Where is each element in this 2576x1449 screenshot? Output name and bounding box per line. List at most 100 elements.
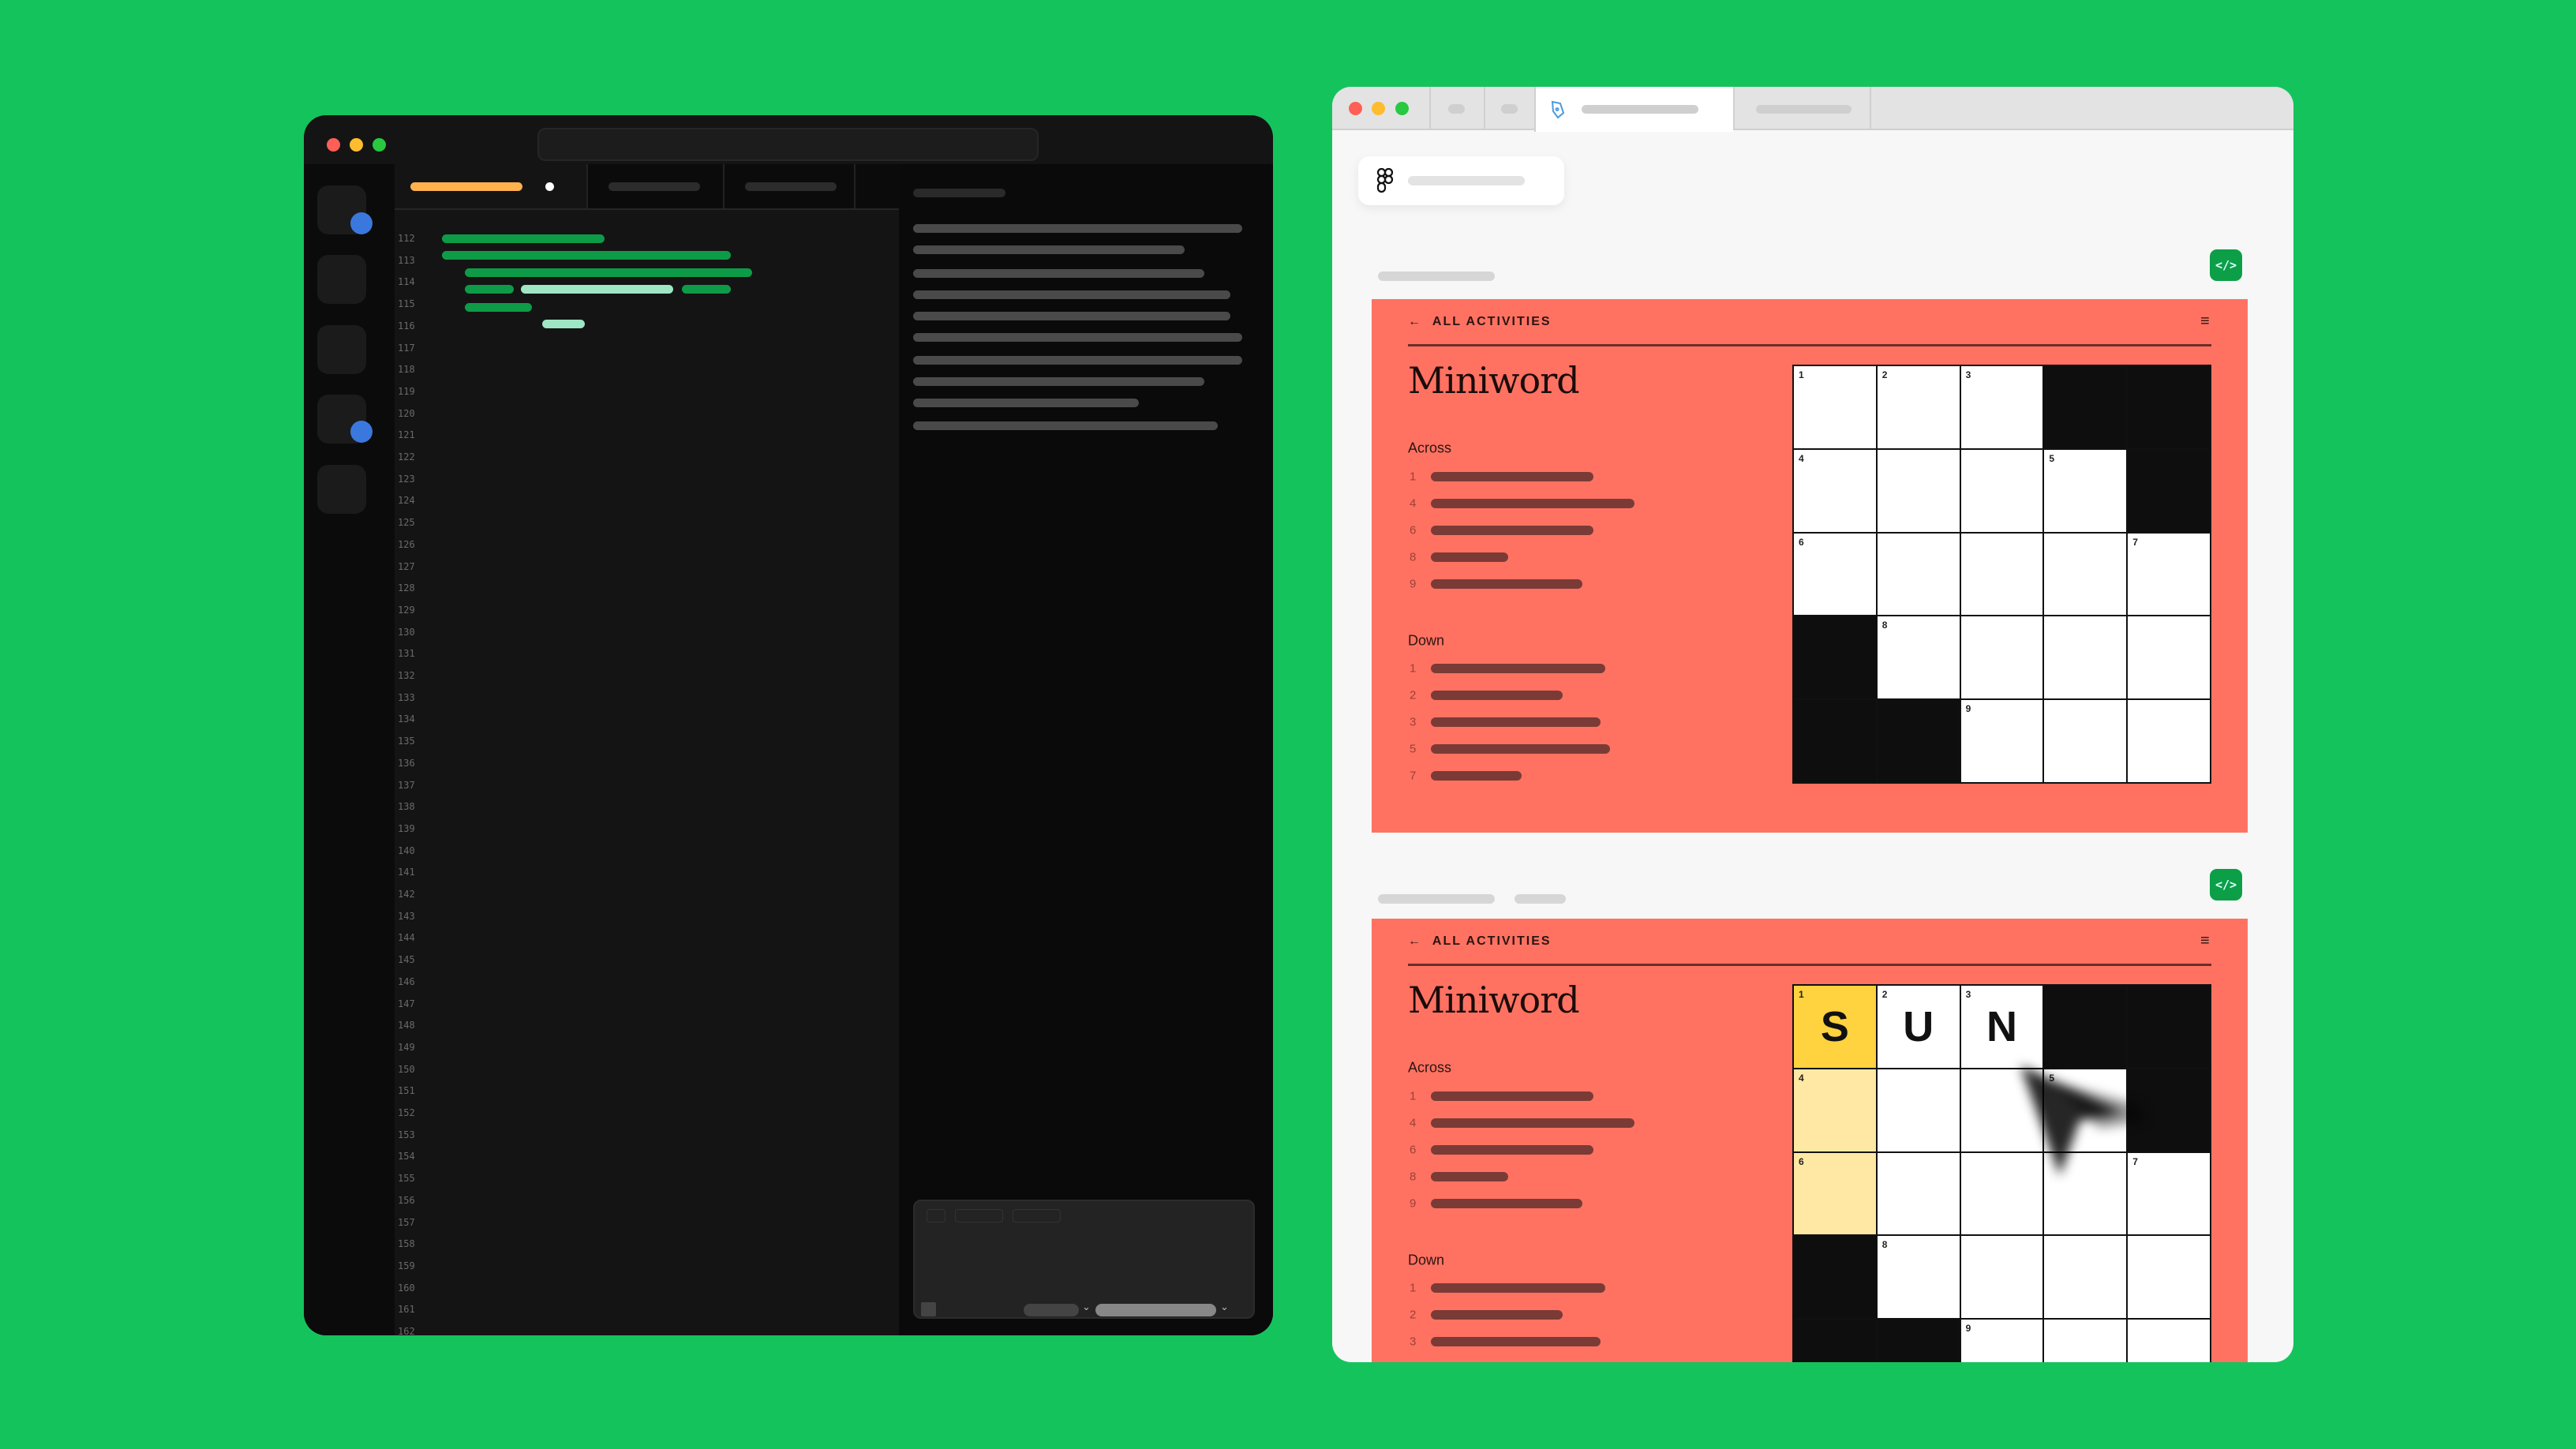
crossword-cell[interactable] xyxy=(1960,1152,2043,1235)
cell-letter: N xyxy=(1986,1002,2017,1050)
crossword-cell[interactable]: 9 xyxy=(1960,1320,2043,1362)
context-chip[interactable] xyxy=(927,1209,945,1222)
crossword-cell[interactable] xyxy=(1960,449,2043,532)
code-token-highlighted xyxy=(542,320,585,328)
crossword-cell[interactable]: 8 xyxy=(1877,616,1960,699)
crossword-cell[interactable] xyxy=(1877,1152,1960,1235)
figma-logo-icon xyxy=(1376,167,1394,193)
chevron-down-icon: ⌄ xyxy=(1082,1301,1091,1312)
clue-text xyxy=(1431,664,1605,673)
crossword-cell[interactable]: 6 xyxy=(1794,1152,1876,1235)
context-chip[interactable] xyxy=(955,1209,1003,1222)
cell-number: 5 xyxy=(2049,1072,2055,1084)
clue-text xyxy=(1431,771,1522,781)
mode-select[interactable] xyxy=(1024,1304,1079,1316)
line-number: 160 xyxy=(398,1282,415,1294)
crossword-cell[interactable]: 4 xyxy=(1794,1069,1876,1151)
crossword-cell[interactable]: 6 xyxy=(1794,533,1876,616)
crossword-cell[interactable]: 7 xyxy=(2128,533,2210,616)
cell-number: 6 xyxy=(1799,1155,1804,1167)
cell-number: 1 xyxy=(1799,369,1804,380)
crossword-cell[interactable] xyxy=(1877,533,1960,616)
menu-icon[interactable]: ≡ xyxy=(2200,932,2210,949)
tab-title xyxy=(1756,105,1852,114)
pinned-tab[interactable] xyxy=(1429,87,1484,130)
all-activities-link[interactable]: ← ALL ACTIVITIES xyxy=(1408,934,1552,949)
crossword-cell[interactable]: 7 xyxy=(2128,1152,2210,1235)
maximize-window-button[interactable] xyxy=(1395,102,1409,115)
line-number: 152 xyxy=(398,1107,415,1118)
tab-active[interactable] xyxy=(395,164,586,208)
clue-number: 8 xyxy=(1410,550,1417,564)
line-number: 162 xyxy=(398,1326,415,1335)
crossword-cell[interactable]: 9 xyxy=(1960,700,2043,782)
menu-icon[interactable]: ≡ xyxy=(2200,313,2210,330)
activity-item[interactable] xyxy=(317,255,366,304)
tab[interactable] xyxy=(1733,87,1870,130)
crossword-cell[interactable] xyxy=(2044,1236,2127,1319)
cell-letter: S xyxy=(1820,1002,1849,1050)
crossword-cell[interactable] xyxy=(1960,533,2043,616)
crossword-cell[interactable] xyxy=(1877,449,1960,532)
maximize-window-button[interactable] xyxy=(373,138,386,152)
miniword-card: ← ALL ACTIVITIES ≡ Miniword Across 1 4 6 8 9 D… xyxy=(1372,919,2248,1362)
model-select[interactable] xyxy=(1095,1304,1216,1316)
activity-item[interactable] xyxy=(317,325,366,374)
crossword-cell[interactable] xyxy=(1960,1236,2043,1319)
cell-number: 1 xyxy=(1799,989,1804,1000)
command-search-bar[interactable] xyxy=(537,128,1039,161)
crossword-cell[interactable]: 8 xyxy=(1877,1236,1960,1319)
panel-text-line xyxy=(913,377,1204,386)
panel-title xyxy=(913,189,1005,197)
line-number: 126 xyxy=(398,538,415,550)
crossword-cell[interactable]: 1 xyxy=(1794,366,1876,448)
crossword-cell[interactable]: 3 xyxy=(1960,366,2043,448)
all-activities-link[interactable]: ← ALL ACTIVITIES xyxy=(1408,315,1552,329)
crossword-cell[interactable] xyxy=(2044,616,2127,699)
chat-input[interactable]: ⌄ ⌄ xyxy=(913,1200,1255,1319)
figma-header-card[interactable] xyxy=(1358,156,1564,205)
crossword-cell[interactable] xyxy=(2128,1320,2210,1362)
minimize-window-button[interactable] xyxy=(1372,102,1385,115)
line-number: 144 xyxy=(398,932,415,944)
crossword-cell[interactable] xyxy=(2128,700,2210,782)
crossword-cell[interactable]: 5 xyxy=(2044,449,2127,532)
crossword-cell[interactable] xyxy=(1960,616,2043,699)
black-cell xyxy=(2044,366,2127,448)
crossword-cell[interactable] xyxy=(2044,533,2127,616)
crossword-cell[interactable] xyxy=(2128,616,2210,699)
attach-button[interactable] xyxy=(921,1302,936,1316)
line-number: 117 xyxy=(398,342,415,354)
black-cell xyxy=(2044,986,2127,1068)
code-button[interactable]: </> xyxy=(2210,869,2242,900)
crossword-cell[interactable] xyxy=(2128,1236,2210,1319)
close-window-button[interactable] xyxy=(327,138,340,152)
crossword-cell[interactable]: 4 xyxy=(1794,449,1876,532)
line-number: 138 xyxy=(398,801,415,813)
browser-tab-bar xyxy=(1332,87,2293,132)
context-chip[interactable] xyxy=(1013,1209,1061,1222)
panel-text-line xyxy=(913,269,1204,278)
clue-number: 3 xyxy=(1410,1335,1417,1349)
line-number: 153 xyxy=(398,1129,415,1140)
crossword-cell[interactable] xyxy=(2044,1320,2127,1362)
code-button[interactable]: </> xyxy=(2210,249,2242,281)
tab[interactable] xyxy=(723,164,854,208)
crossword-cell[interactable]: 2 xyxy=(1877,366,1960,448)
minimize-window-button[interactable] xyxy=(350,138,363,152)
tab-active[interactable] xyxy=(1534,87,1733,132)
crossword-cell[interactable] xyxy=(2044,700,2127,782)
code-line xyxy=(442,251,731,260)
crossword-cell[interactable] xyxy=(1877,1069,1960,1151)
pinned-tab[interactable] xyxy=(1484,87,1534,130)
clue-number: 8 xyxy=(1410,1170,1417,1184)
close-window-button[interactable] xyxy=(1349,102,1362,115)
panel-text-line xyxy=(913,333,1242,342)
activity-item[interactable] xyxy=(317,465,366,514)
clue-number: 9 xyxy=(1410,1196,1417,1211)
tab[interactable] xyxy=(586,164,723,208)
